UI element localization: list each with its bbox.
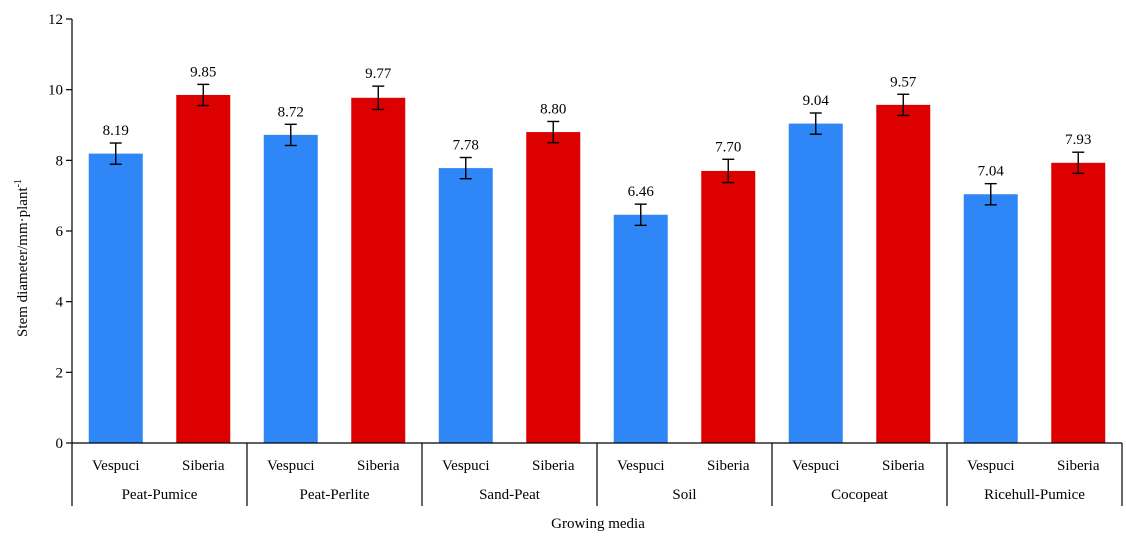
y-axis-title-main: Stem diameter/mm·plant — [15, 187, 31, 337]
x-axis-title: Growing media — [551, 516, 645, 532]
bar-vespuci — [88, 153, 143, 443]
y-tick-label: 0 — [56, 436, 64, 452]
data-label: 8.72 — [278, 104, 304, 120]
x-axis: Peat-Pumice Vespuci Siberia Peat-Perlite Ves… — [71, 442, 1123, 506]
bar-vespuci — [963, 194, 1018, 443]
x-tick-label: Siberia — [882, 458, 925, 474]
group-label: Sand-Peat — [479, 487, 541, 503]
bar-vespuci — [613, 214, 668, 443]
bars-layer: 8.19 9.85 8.72 9.77 7.78 8.80 6.46 7.70 9.04 9.57… — [88, 64, 1106, 444]
x-tick-label: Siberia — [532, 458, 575, 474]
bar-vespuci — [438, 168, 493, 443]
group-label: Soil — [672, 487, 696, 503]
group-label: Peat-Perlite — [300, 487, 370, 503]
bar-vespuci — [788, 123, 843, 443]
data-label: 9.85 — [190, 64, 216, 80]
x-tick-label: Siberia — [707, 458, 750, 474]
bar-siberia — [526, 132, 581, 444]
x-tick-label: Siberia — [182, 458, 225, 474]
y-tick-label: 4 — [56, 295, 64, 311]
x-tick-label: Vespuci — [442, 458, 490, 474]
y-tick-label: 10 — [48, 83, 63, 99]
y-tick-label: 8 — [56, 153, 64, 169]
x-tick-label: Vespuci — [967, 458, 1015, 474]
data-label: 8.80 — [540, 101, 566, 117]
data-label: 7.04 — [978, 164, 1005, 180]
data-label: 6.46 — [628, 184, 655, 200]
x-tick-label: Siberia — [357, 458, 400, 474]
group-label: Ricehull-Pumice — [984, 487, 1085, 503]
y-axis: 0 2 4 6 8 10 12 — [48, 12, 73, 452]
x-tick-label: Vespuci — [792, 458, 840, 474]
y-axis-title: Stem diameter/mm·plant-1 — [13, 179, 31, 337]
x-tick-label: Siberia — [1057, 458, 1100, 474]
bar-siberia — [876, 104, 931, 444]
group-label: Peat-Pumice — [122, 487, 198, 503]
data-label: 9.57 — [890, 74, 917, 90]
y-tick-label: 2 — [56, 365, 64, 381]
bar-siberia — [701, 170, 756, 443]
x-tick-label: Vespuci — [267, 458, 315, 474]
y-tick-label: 12 — [48, 12, 63, 28]
bar-siberia — [176, 94, 231, 443]
data-label: 9.04 — [803, 93, 830, 109]
bar-vespuci — [263, 134, 318, 444]
group-label: Cocopeat — [831, 487, 888, 503]
bar-siberia — [1051, 162, 1106, 443]
data-label: 7.93 — [1065, 132, 1091, 148]
data-label: 8.19 — [103, 123, 129, 139]
data-label: 9.77 — [365, 66, 392, 82]
data-label: 7.78 — [453, 138, 479, 154]
bar-siberia — [351, 97, 406, 443]
x-tick-label: Vespuci — [92, 458, 140, 474]
y-axis-title-superscript: -1 — [13, 179, 24, 187]
y-tick-label: 6 — [56, 224, 64, 240]
x-tick-label: Vespuci — [617, 458, 665, 474]
data-label: 7.70 — [715, 139, 741, 155]
